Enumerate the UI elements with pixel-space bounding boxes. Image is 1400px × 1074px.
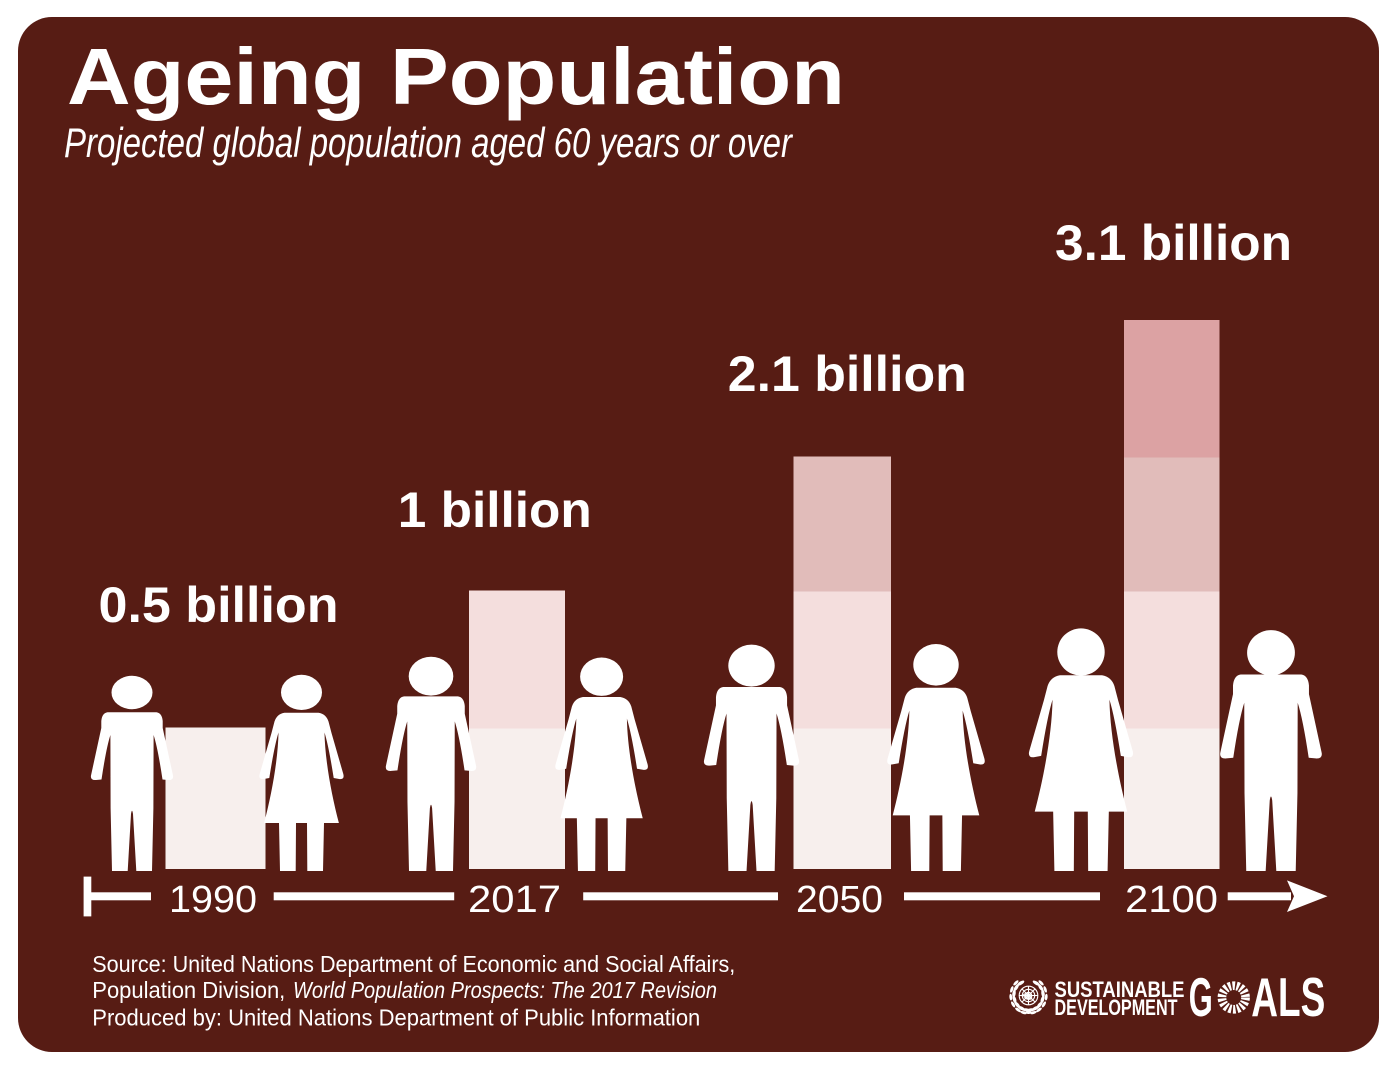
svg-text:3.1 billion: 3.1 billion [1055,215,1292,271]
svg-text:2100: 2100 [1125,879,1218,921]
svg-text:Produced by: United Nations De: Produced by: United Nations Department o… [92,1004,700,1030]
svg-text:Projected global population ag: Projected global population aged 60 year… [64,119,794,166]
svg-text:2017: 2017 [468,879,561,921]
svg-text:1 billion: 1 billion [398,482,592,538]
svg-text:Population Division,: Population Division, [92,977,285,1003]
svg-text:Source: United Nations Departm: Source: United Nations Department of Eco… [92,951,735,977]
svg-text:ALS: ALS [1251,967,1325,1028]
svg-text:DEVELOPMENT: DEVELOPMENT [1055,995,1178,1020]
svg-text:G: G [1189,967,1213,1028]
svg-text:2050: 2050 [796,879,883,921]
svg-text:World Population Prospects: Th: World Population Prospects: The 2017 Rev… [293,977,717,1003]
svg-text:0.5 billion: 0.5 billion [99,577,339,633]
svg-text:Ageing Population: Ageing Population [67,32,845,121]
svg-text:1990: 1990 [169,879,257,921]
svg-text:2.1 billion: 2.1 billion [728,346,967,402]
svg-text:SUSTAINABLE: SUSTAINABLE [1055,977,1185,1002]
